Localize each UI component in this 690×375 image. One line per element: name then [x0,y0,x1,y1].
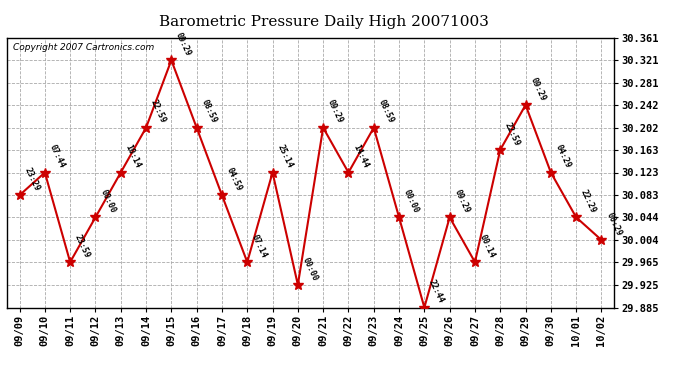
Text: 09:29: 09:29 [174,31,193,57]
Text: 00:14: 00:14 [477,233,496,260]
Text: 23:59: 23:59 [73,233,92,260]
Text: 22:29: 22:29 [579,188,598,214]
Text: Copyright 2007 Cartronics.com: Copyright 2007 Cartronics.com [13,43,155,52]
Text: 00:00: 00:00 [301,256,319,282]
Text: Barometric Pressure Daily High 20071003: Barometric Pressure Daily High 20071003 [159,15,489,29]
Text: 07:44: 07:44 [48,143,66,170]
Text: 22:59: 22:59 [503,121,522,147]
Text: 14:44: 14:44 [351,143,370,170]
Text: 04:29: 04:29 [553,143,572,170]
Text: 09:29: 09:29 [326,99,344,125]
Text: 23:29: 23:29 [22,166,41,192]
Text: 00:29: 00:29 [604,211,623,237]
Text: 22:59: 22:59 [149,99,168,125]
Text: 10:14: 10:14 [124,143,142,170]
Text: 00:00: 00:00 [98,188,117,214]
Text: 00:00: 00:00 [402,188,420,214]
Text: 22:44: 22:44 [427,278,446,305]
Text: 07:14: 07:14 [250,233,268,260]
Text: 08:59: 08:59 [199,99,218,125]
Text: 04:59: 04:59 [225,166,244,192]
Text: 09:29: 09:29 [453,188,471,214]
Text: 09:29: 09:29 [529,76,547,102]
Text: 08:59: 08:59 [377,99,395,125]
Text: 25:14: 25:14 [275,143,294,170]
